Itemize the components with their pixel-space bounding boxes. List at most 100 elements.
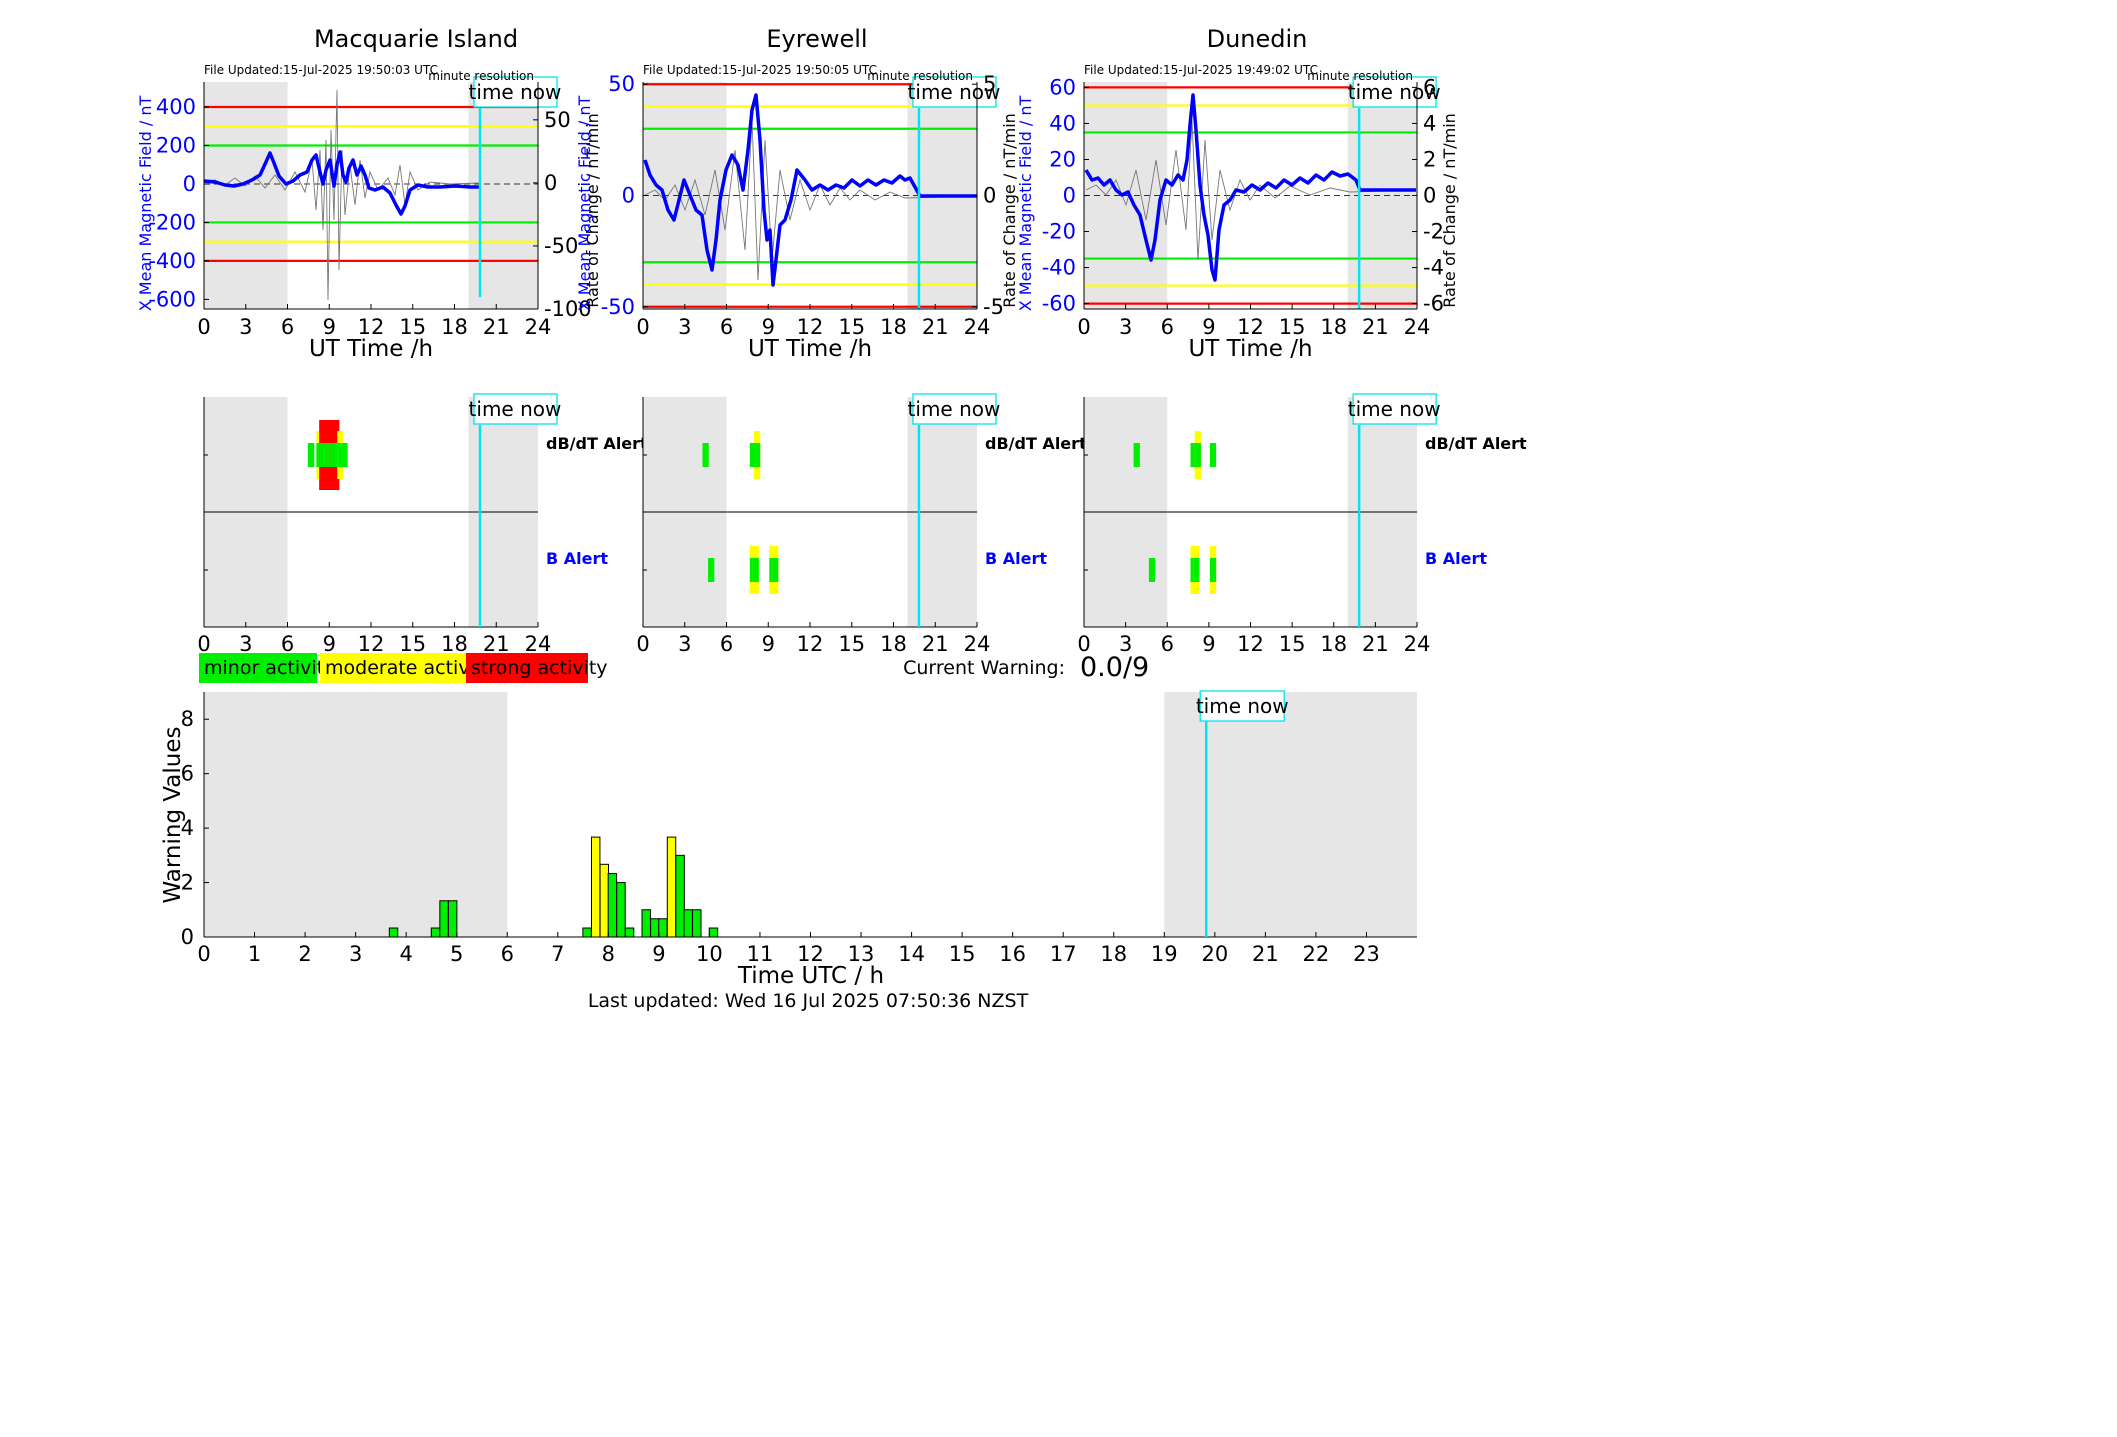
warning-bar: [607, 873, 618, 938]
right-tick-label: 4: [1423, 111, 1436, 135]
warning-bar: [641, 909, 651, 938]
right-tick-label: 0: [983, 184, 996, 208]
time-now-label: time now: [1348, 397, 1441, 421]
alert-plot: time now dB/dT Alert B Alert 0 3 6 9 12 15 18 21 24: [1077, 393, 1527, 656]
y-tick-label: 0: [181, 925, 194, 949]
x-tick-label: 9: [323, 315, 336, 339]
dbdt-alert-marker: [308, 443, 315, 467]
b-alert-marker-core: [1193, 558, 1200, 582]
x-tick-label: 7: [551, 942, 564, 966]
x-tick-label: 17: [1050, 942, 1077, 966]
time-now-label: time now: [908, 80, 1001, 104]
field-trace: [1084, 93, 1416, 282]
time-now-label: time now: [469, 397, 562, 421]
dbdt-alert-marker: [341, 443, 348, 467]
current-warning-label: Current Warning:: [903, 657, 1065, 679]
x-tick-label: 6: [501, 942, 514, 966]
x-tick-label: 19: [1151, 942, 1178, 966]
x-tick-label: 3: [349, 942, 362, 966]
time-now-box: [1352, 393, 1437, 425]
right-tick-label: 2: [1423, 147, 1436, 171]
x-tick-label: 21: [922, 315, 949, 339]
x-tick-label: 13: [848, 942, 875, 966]
left-axis-label: X Mean Magnetic Field / nT: [575, 96, 594, 312]
right-tick-label: -50: [544, 234, 578, 258]
left-tick-label: 400: [156, 95, 196, 119]
station-panel-dunedin: Dunedin time now File Updated:15-Jul-2025…: [1016, 25, 1527, 656]
x-axis-label: UT Time /h: [309, 336, 433, 362]
left-tick-label: 60: [1049, 75, 1076, 99]
x-tick-label: 15: [399, 315, 426, 339]
y-axis-label: Warning Values: [160, 726, 186, 903]
dbdt-alert-label: dB/dT Alert: [985, 434, 1087, 453]
warning-bar: [616, 882, 626, 938]
x-tick-label: 14: [898, 942, 925, 966]
left-tick-label: 0: [1063, 184, 1076, 208]
dbdt-alert-label: dB/dT Alert: [1425, 434, 1527, 453]
y-tick-label: 8: [181, 707, 194, 731]
x-tick-label: 18: [880, 632, 907, 656]
warning-bar: [388, 927, 399, 938]
dbdt-alert-marker-core: [753, 443, 761, 467]
left-tick-label: -60: [1042, 292, 1076, 316]
warning-bar: [447, 900, 458, 938]
right-tick-label: -5: [983, 295, 1004, 319]
dbdt-alert-marker: [1190, 443, 1197, 467]
x-tick-label: 0: [636, 315, 649, 339]
left-axis-label: X Mean Magnetic Field / nT: [1016, 96, 1035, 312]
x-tick-label: 22: [1303, 942, 1330, 966]
x-tick-label: 21: [1362, 632, 1389, 656]
x-tick-label: 21: [1362, 315, 1389, 339]
x-tick-label: 15: [1279, 315, 1306, 339]
time-now-label: time now: [1196, 694, 1289, 718]
field-trace: [203, 150, 480, 216]
x-tick-label: 23: [1353, 942, 1380, 966]
last-updated: Last updated: Wed 16 Jul 2025 07:50:36 N…: [588, 990, 1029, 1012]
time-now-label: time now: [1348, 80, 1441, 104]
station-panel-macquarie: Macquarie Island time now File Updated:15…: [136, 25, 648, 656]
x-tick-label: 3: [678, 315, 691, 339]
time-now-box: [1352, 76, 1437, 108]
x-tick-label: 24: [1404, 632, 1431, 656]
current-warning-value: 0.0/9: [1080, 652, 1149, 683]
left-axis-label: X Mean Magnetic Field / nT: [136, 96, 155, 312]
right-tick-label: -2: [1423, 220, 1444, 244]
dbdt-alert-label: dB/dT Alert: [546, 434, 648, 453]
x-axis-label: Time UTC / h: [737, 963, 884, 989]
x-tick-label: 3: [1119, 632, 1132, 656]
y-tick-label: 2: [181, 871, 194, 895]
x-tick-label: 2: [298, 942, 311, 966]
x-tick-label: 15: [1279, 632, 1306, 656]
alert-plot: time now dB/dT Alert B Alert 0 3 6 9 12 15 18 21 24: [636, 393, 1087, 656]
x-tick-label: 15: [838, 315, 865, 339]
x-tick-label: 12: [358, 632, 385, 656]
resolution-label: minute resolution: [428, 69, 534, 83]
warning-bar: [624, 927, 635, 938]
x-tick-label: 0: [197, 942, 210, 966]
legend-moderate-label: moderate activity: [325, 657, 494, 679]
x-tick-label: 0: [197, 632, 210, 656]
x-tick-label: 18: [441, 315, 468, 339]
x-tick-label: 1: [248, 942, 261, 966]
legend-moderate-swatch: [320, 653, 466, 683]
x-tick-label: 10: [696, 942, 723, 966]
file-updated-label: File Updated:15-Jul-2025 19:50:05 UTC: [643, 63, 877, 77]
x-tick-label: 6: [720, 632, 733, 656]
x-tick-label: 6: [1161, 632, 1174, 656]
x-tick-label: 9: [1202, 315, 1215, 339]
x-tick-label: 0: [1077, 315, 1090, 339]
left-tick-label: -20: [1042, 220, 1076, 244]
right-tick-label: -6: [1423, 292, 1444, 316]
legend-strong-swatch: [466, 653, 588, 683]
x-tick-label: 8: [602, 942, 615, 966]
x-tick-label: 3: [239, 632, 252, 656]
left-tick-label: 200: [156, 133, 196, 157]
warning-bar: [650, 918, 660, 938]
warning-bar: [683, 909, 693, 938]
x-tick-label: 24: [1404, 315, 1431, 339]
right-tick-label: 0: [1423, 184, 1436, 208]
right-tick-label: 50: [544, 108, 571, 132]
x-tick-label: 15: [949, 942, 976, 966]
b-alert-marker-core: [752, 558, 759, 582]
warning-bar: [692, 909, 702, 938]
